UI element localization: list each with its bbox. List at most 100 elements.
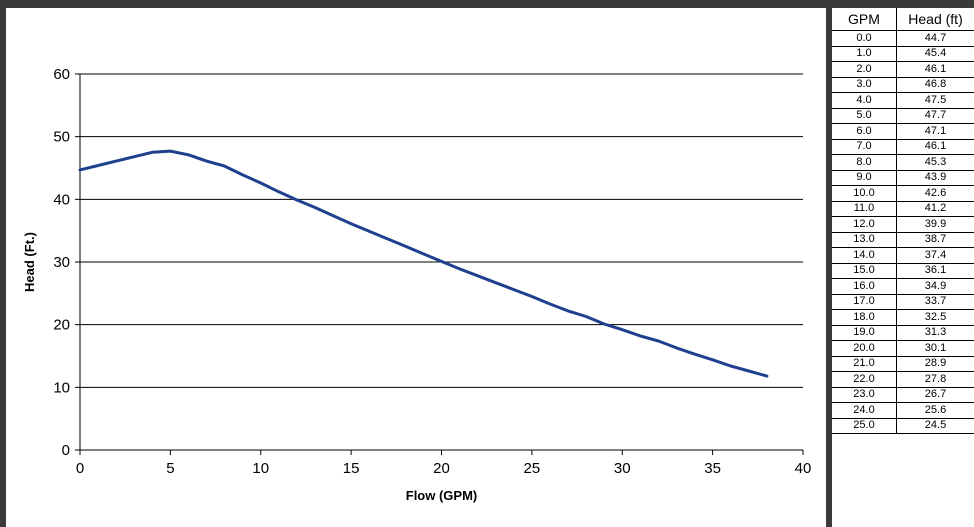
- table-row: 7.0 46.1: [832, 139, 974, 155]
- cell-gpm: 8.0: [832, 154, 897, 171]
- x-tick-label: 20: [433, 460, 450, 477]
- table-row: 1.0 45.4: [832, 46, 974, 62]
- table-row: 25.0 24.5: [832, 418, 974, 434]
- x-tick-label: 35: [704, 460, 721, 477]
- table-row: 11.0 41.2: [832, 201, 974, 217]
- table-row: 19.0 31.3: [832, 325, 974, 341]
- y-axis-label: Head (Ft.): [22, 232, 37, 292]
- y-tick-label: 0: [62, 442, 70, 459]
- axes: [75, 73, 804, 455]
- table-row: 6.0 47.1: [832, 123, 974, 140]
- cell-head: 45.4: [896, 46, 974, 62]
- table-row: 9.0 43.9: [832, 170, 974, 186]
- table-row: 17.0 33.7: [832, 294, 974, 310]
- table-row: 20.0 30.1: [832, 340, 974, 357]
- cell-head: 25.6: [896, 402, 974, 419]
- cell-gpm: 17.0: [832, 294, 897, 310]
- cell-gpm: 7.0: [832, 139, 897, 155]
- table-row: 0.0 44.7: [832, 30, 974, 47]
- cell-gpm: 9.0: [832, 170, 897, 186]
- cell-gpm: 13.0: [832, 232, 897, 248]
- cell-gpm: 4.0: [832, 92, 897, 109]
- cell-gpm: 20.0: [832, 340, 897, 357]
- cell-head: 30.1: [896, 340, 974, 357]
- chart-panel: 0 10 20 30 40 50 60 0 5 10 15 20 25 30 35 40 Flow (GPM)…: [6, 8, 826, 527]
- y-tick-label: 50: [53, 129, 70, 146]
- x-tick-label: 15: [343, 460, 360, 477]
- pump-curve-chart: 0 10 20 30 40 50 60 0 5 10 15 20 25 30 35 40 Flow (GPM)…: [22, 66, 811, 503]
- data-table: GPM Head (ft) 0.0 44.7 1.0 45.4 2.0 46.1 3.0 46…: [832, 8, 974, 434]
- cell-head: 37.4: [896, 247, 974, 264]
- table-row: 10.0 42.6: [832, 185, 974, 202]
- table-row: 4.0 47.5: [832, 92, 974, 109]
- cell-gpm: 1.0: [832, 46, 897, 62]
- cell-gpm: 16.0: [832, 278, 897, 295]
- cell-gpm: 0.0: [832, 30, 897, 47]
- x-tick-label: 10: [252, 460, 269, 477]
- cell-gpm: 14.0: [832, 247, 897, 264]
- table-row: 16.0 34.9: [832, 278, 974, 295]
- cell-head: 24.5: [896, 418, 974, 434]
- cell-gpm: 25.0: [832, 418, 897, 434]
- cell-gpm: 11.0: [832, 201, 897, 217]
- table-row: 3.0 46.8: [832, 77, 974, 93]
- table-row: 13.0 38.7: [832, 232, 974, 248]
- y-tick-label: 60: [53, 66, 70, 83]
- gridlines: [80, 73, 803, 388]
- cell-gpm: 6.0: [832, 123, 897, 140]
- cell-head: 46.1: [896, 139, 974, 155]
- series-layer: [78, 149, 769, 378]
- cell-head: 46.8: [896, 77, 974, 93]
- table-row: 8.0 45.3: [832, 154, 974, 171]
- cell-head: 38.7: [896, 232, 974, 248]
- x-tick-label: 0: [76, 460, 84, 477]
- data-table-panel: GPM Head (ft) 0.0 44.7 1.0 45.4 2.0 46.1 3.0 46…: [832, 8, 974, 527]
- cell-head: 34.9: [896, 278, 974, 295]
- cell-head: 36.1: [896, 263, 974, 279]
- series-line-head: [78, 149, 769, 378]
- y-tick-label: 10: [53, 379, 70, 396]
- cell-gpm: 5.0: [832, 108, 897, 124]
- cell-head: 44.7: [896, 30, 974, 47]
- y-tick-label: 30: [53, 254, 70, 271]
- x-tick-label: 30: [614, 460, 631, 477]
- table-row: 22.0 27.8: [832, 371, 974, 388]
- table-row: 24.0 25.6: [832, 402, 974, 419]
- tick-labels: 0 10 20 30 40 50 60 0 5 10 15 20 25 30 35 40: [53, 66, 811, 477]
- y-tick-label: 20: [53, 317, 70, 334]
- cell-head: 47.1: [896, 123, 974, 140]
- table-row: 18.0 32.5: [832, 309, 974, 326]
- cell-head: 31.3: [896, 325, 974, 341]
- cell-gpm: 19.0: [832, 325, 897, 341]
- cell-head: 47.5: [896, 92, 974, 109]
- cell-head: 47.7: [896, 108, 974, 124]
- cell-head: 33.7: [896, 294, 974, 310]
- cell-gpm: 21.0: [832, 356, 897, 372]
- x-tick-label: 25: [524, 460, 541, 477]
- cell-head: 45.3: [896, 154, 974, 171]
- cell-gpm: 10.0: [832, 185, 897, 202]
- x-tick-label: 40: [795, 460, 812, 477]
- cell-gpm: 12.0: [832, 216, 897, 233]
- cell-gpm: 15.0: [832, 263, 897, 279]
- cell-gpm: 18.0: [832, 309, 897, 326]
- cell-head: 46.1: [896, 61, 974, 78]
- table-row: 12.0 39.9: [832, 216, 974, 233]
- x-axis-label: Flow (GPM): [406, 488, 478, 503]
- table-row: 2.0 46.1: [832, 61, 974, 78]
- cell-gpm: 22.0: [832, 371, 897, 388]
- y-tick-label: 40: [53, 191, 70, 208]
- x-tick-label: 5: [166, 460, 174, 477]
- cell-head: 39.9: [896, 216, 974, 233]
- cell-gpm: 24.0: [832, 402, 897, 419]
- cell-head: 41.2: [896, 201, 974, 217]
- cell-gpm: 23.0: [832, 387, 897, 403]
- cell-gpm: 2.0: [832, 61, 897, 78]
- cell-head: 32.5: [896, 309, 974, 326]
- column-header-gpm: GPM: [832, 8, 897, 31]
- cell-head: 42.6: [896, 185, 974, 202]
- table-row: 5.0 47.7: [832, 108, 974, 124]
- cell-head: 43.9: [896, 170, 974, 186]
- column-header-head: Head (ft): [896, 8, 974, 31]
- cell-gpm: 3.0: [832, 77, 897, 93]
